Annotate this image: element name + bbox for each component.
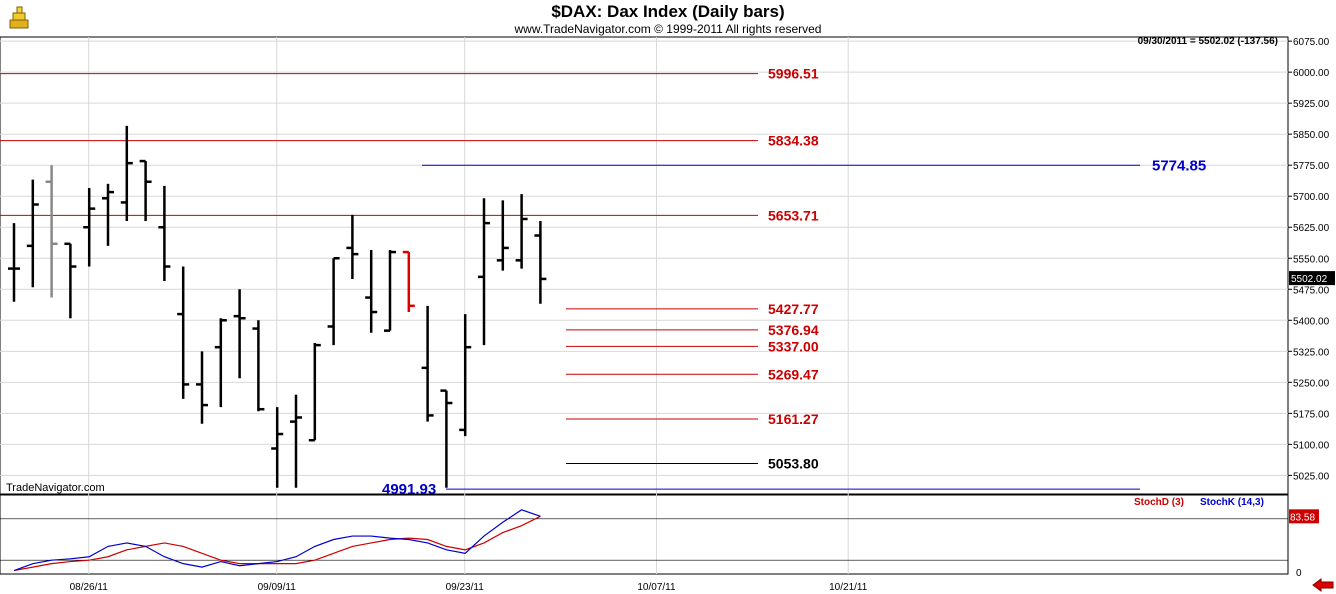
level-lines: 5996.51 5834.38 5774.85 5653.71 5427.77 5376.… [0,66,1206,498]
y-tick-label: 5025.00 [1293,471,1330,482]
y-tick-label: 5700.00 [1293,192,1330,203]
y-tick-label: 5550.00 [1293,254,1330,265]
x-tick-label: 09/09/11 [258,582,297,593]
copyright-text: www.TradeNavigator.com © 1999-2011 All r… [514,22,822,36]
y-tick-label: 5625.00 [1293,223,1330,234]
stoch-last-label: 83.58 [1290,512,1315,523]
y-tick-label: 6075.00 [1293,37,1330,48]
x-tick-label: 09/23/11 [446,582,485,593]
date-axis: 08/26/11 09/09/11 09/23/11 10/07/11 10/21/11 [70,582,868,593]
last-price-label: 5502.02 [1291,274,1328,285]
price-pane [0,36,1289,495]
y-tick-label: 5925.00 [1293,99,1330,110]
level-label: 5053.80 [768,455,819,471]
level-label: 5996.51 [768,66,819,82]
x-tick-label: 08/26/11 [70,582,109,593]
x-tick-label: 10/07/11 [637,582,676,593]
stoch-series-line [13,509,541,572]
y-tick-label: 5850.00 [1293,130,1330,141]
y-tick-label: 5175.00 [1293,409,1330,420]
y-tick-label: 5475.00 [1293,285,1330,296]
stoch-last-box [1289,509,1319,524]
chart-title: $DAX: Dax Index (Daily bars) [551,2,785,21]
y-tick-label: 5100.00 [1293,440,1330,451]
y-tick-label: 5400.00 [1293,316,1330,327]
stoch-series-line [13,515,541,572]
level-label: 5774.85 [1152,157,1206,174]
stochastic-lines: 083.58 [0,509,1319,579]
indicator-pane [0,494,1289,575]
level-label: 5427.77 [768,301,819,317]
level-label: 5376.94 [768,322,819,338]
y-tick-label: 5250.00 [1293,378,1330,389]
level-label: 5161.27 [768,411,819,427]
price-axis: 6075.00 6000.00 5925.00 5850.00 5775.00 5700.… [1288,37,1335,482]
level-label: 5269.47 [768,366,819,382]
level-label: 4991.93 [382,481,436,498]
level-label: 5834.38 [768,133,819,149]
y-tick-label: 5325.00 [1293,347,1330,358]
x-tick-label: 10/21/11 [829,582,868,593]
status-readout: 09/30/2011 = 5502.02 (-137.56) [1137,36,1278,47]
watermark: TradeNavigator.com [6,482,105,494]
stoch-axis-label: 0 [1296,568,1302,579]
legend-stochk: StochK (14,3) [1200,497,1264,508]
last-price-box [1289,271,1335,286]
level-label: 5653.71 [768,207,819,223]
left-arrow-icon[interactable] [1312,578,1334,592]
legend-stochd: StochD (3) [1134,497,1184,508]
price-bars [8,125,547,488]
y-tick-label: 6000.00 [1293,68,1330,79]
y-tick-label: 5775.00 [1293,161,1330,172]
gold-bars-icon[interactable] [4,4,34,34]
level-label: 5337.00 [768,338,819,354]
